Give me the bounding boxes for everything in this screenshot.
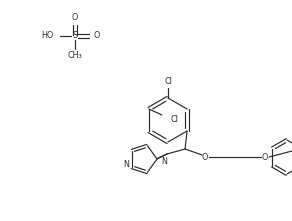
Text: O: O — [72, 13, 78, 21]
Text: N: N — [123, 160, 129, 169]
Text: S: S — [72, 32, 78, 40]
Text: O: O — [262, 152, 268, 162]
Text: HO: HO — [42, 32, 54, 40]
Text: Cl: Cl — [171, 114, 179, 124]
Text: Cl: Cl — [164, 76, 172, 86]
Text: N: N — [161, 156, 167, 166]
Text: O: O — [202, 152, 208, 162]
Text: CH₃: CH₃ — [68, 51, 82, 61]
Text: O: O — [94, 32, 100, 40]
